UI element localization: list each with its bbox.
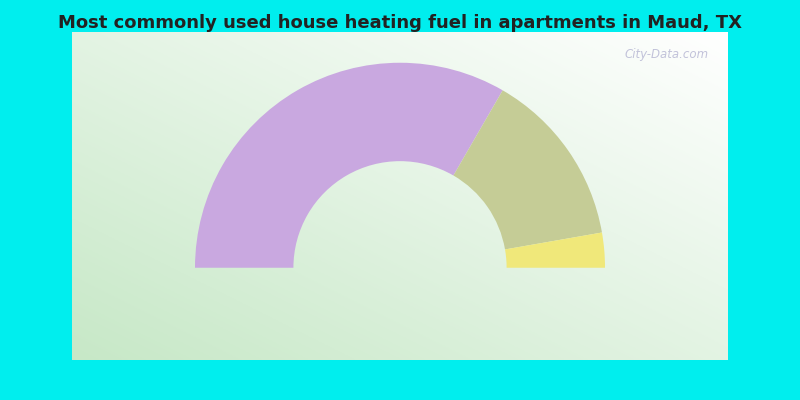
Text: Most commonly used house heating fuel in apartments in Maud, TX: Most commonly used house heating fuel in… (58, 14, 742, 32)
Text: City-Data.com: City-Data.com (624, 48, 708, 62)
Wedge shape (505, 232, 605, 268)
Wedge shape (195, 63, 502, 268)
Wedge shape (454, 90, 602, 250)
